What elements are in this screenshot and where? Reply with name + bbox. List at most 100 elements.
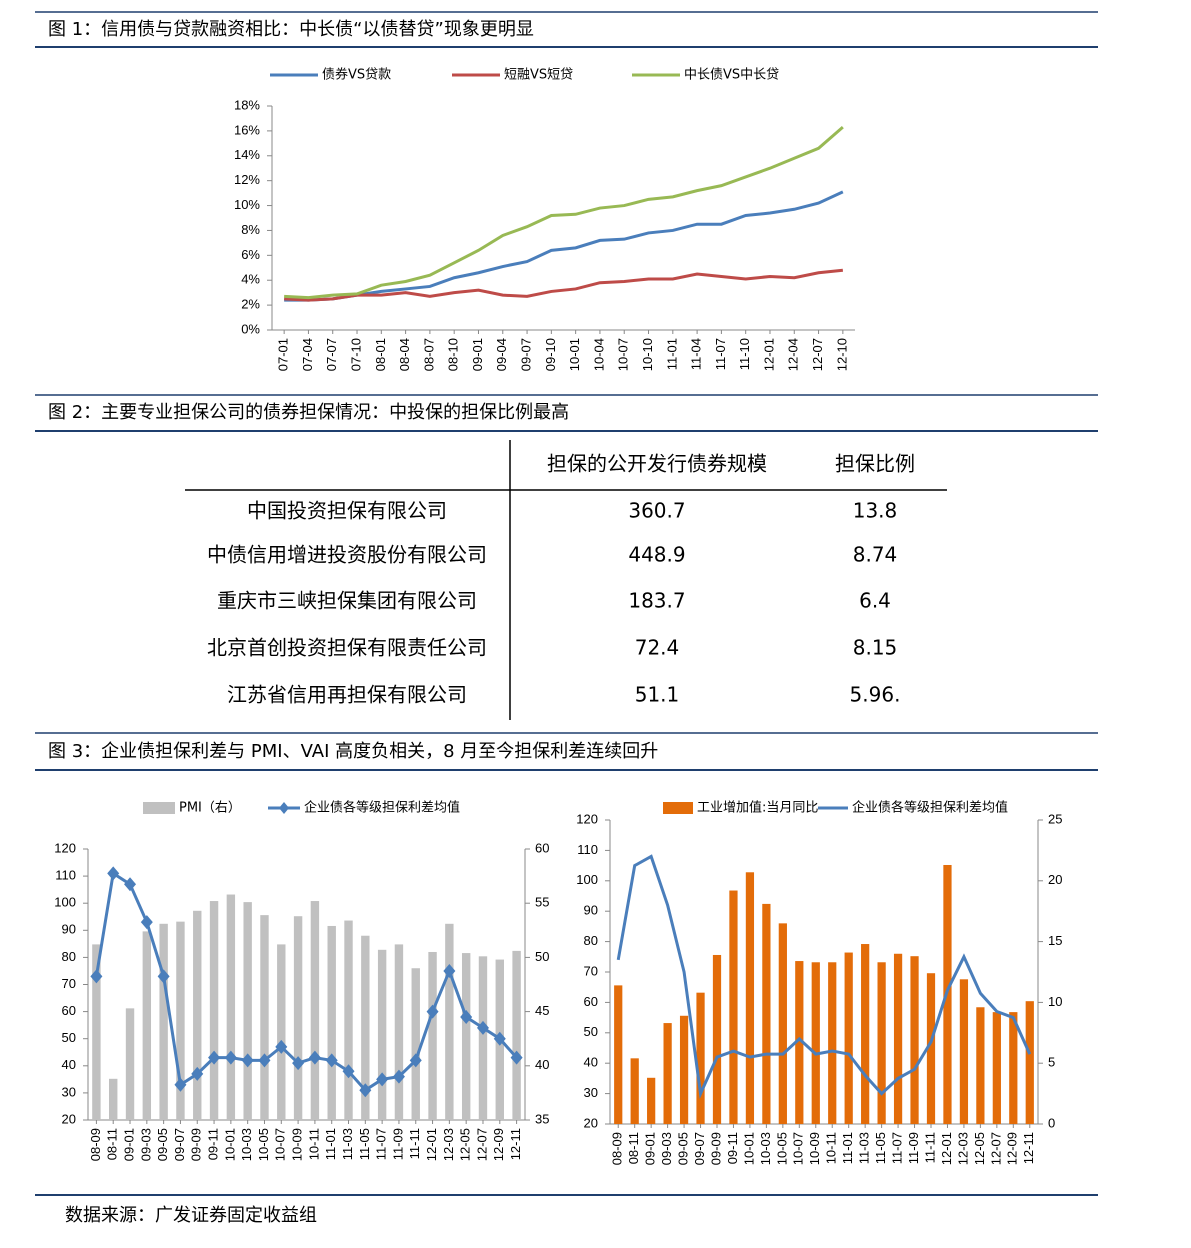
table-header: 担保的公开发行债券规模 [547,452,767,476]
legend-marker [279,802,289,814]
x-tick-label: 11-09 [390,1128,405,1160]
y2-tick-label: 35 [535,1111,549,1126]
x-tick-label: 08-09 [88,1128,103,1161]
x-tick-label: 11-03 [857,1132,872,1164]
table-cell: 72.4 [635,636,680,660]
marker [191,1066,204,1081]
y-tick-label: 60 [62,1003,76,1018]
marker [174,1077,187,1092]
bar [512,950,521,1120]
marker [426,1004,439,1019]
x-tick-label: 11-11 [407,1128,422,1159]
table-cell: 江苏省信用再担保有限公司 [227,683,467,707]
y-tick-label: 120 [576,811,598,826]
x-tick-label: 09-01 [121,1128,136,1161]
table-cell: 中国投资担保有限公司 [247,499,447,523]
x-tick-label: 09-03 [659,1132,674,1165]
bar [260,915,269,1120]
y-tick-label: 60 [584,994,598,1009]
x-tick-label: 09-07 [519,338,534,371]
x-tick-label: 09-05 [155,1128,170,1161]
bar [811,962,820,1124]
bar [344,920,353,1120]
x-tick-label: 10-01 [567,338,582,371]
y-tick-label: 70 [584,963,598,978]
bar [861,944,870,1124]
x-tick-label: 12-04 [786,338,801,371]
table-cell: 51.1 [635,683,680,707]
bar [478,956,488,1120]
table-cell: 重庆市三峡担保集团有限公司 [217,589,477,613]
x-tick-label: 09-10 [543,338,558,371]
x-tick-label: 09-05 [676,1132,691,1165]
x-tick-label: 12-07 [988,1132,1003,1165]
bar [976,1007,985,1124]
bar [663,1023,672,1124]
marker [258,1053,271,1068]
y-tick-label: 110 [55,868,76,883]
x-tick-label: 07-07 [324,338,339,371]
legend-label: 债券VS贷款 [322,67,391,83]
x-tick-label: 12-09 [1005,1132,1020,1165]
bar [109,1078,118,1120]
bar [277,944,286,1120]
x-tick-label: 09-11 [725,1132,740,1164]
bar [1025,1001,1034,1124]
x-tick-label: 08-09 [610,1132,625,1165]
bar [762,903,771,1124]
marker [90,969,103,984]
bar [893,953,903,1124]
y-tick-label: 20 [584,1115,598,1130]
x-tick-label: 11-01 [323,1128,338,1160]
x-tick-label: 12-03 [441,1128,456,1161]
y2-tick-label: 40 [535,1057,549,1072]
bar [614,985,623,1124]
x-tick-label: 12-11 [1021,1132,1036,1164]
x-tick-label: 11-09 [906,1132,921,1164]
x-tick-label: 10-07 [791,1132,806,1165]
y2-tick-label: 60 [535,840,549,855]
x-tick-label: 12-07 [474,1128,489,1161]
y2-tick-label: 55 [535,895,549,910]
y2-tick-label: 25 [1048,811,1062,826]
x-tick-label: 09-09 [189,1128,204,1161]
y2-tick-label: 50 [535,949,549,964]
table-cell: 6.4 [859,589,891,613]
y-tick-label: 20 [62,1111,76,1126]
bar [828,962,837,1124]
x-tick-label: 09-11 [205,1128,220,1160]
y-tick-label: 40 [584,1055,598,1070]
y-tick-label: 30 [584,1085,598,1100]
x-tick-label: 09-03 [138,1128,153,1161]
y-tick-label: 80 [62,949,76,964]
x-tick-label: 11-03 [340,1128,355,1160]
table-cell: 183.7 [628,589,685,613]
table-cell: 13.8 [853,499,898,523]
bar [778,923,787,1124]
x-tick-label: 09-07 [692,1132,707,1165]
y-tick-label: 30 [62,1084,76,1099]
y-tick-label: 70 [62,976,76,991]
bar [411,968,420,1120]
table-cell: 5.96. [850,683,901,707]
x-tick-label: 12-03 [955,1132,970,1165]
bar [176,921,185,1120]
bar [159,923,168,1120]
x-tick-label: 12-05 [458,1128,473,1161]
x-tick-label: 12-01 [939,1132,954,1165]
marker [124,877,137,892]
table-cell: 8.74 [853,543,898,567]
x-tick-label: 10-03 [239,1128,254,1161]
line [284,126,844,300]
caption: 图 1：信用债与贷款融资相比：中长债“以债替贷”现象更明显 [48,19,534,40]
x-tick-label: 10-11 [306,1128,321,1160]
legend-swatch [143,802,175,814]
y-tick-label: 40 [62,1057,76,1072]
legend-label: 企业债各等级担保利差均值 [852,800,1008,816]
x-tick-label: 11-07 [374,1128,389,1160]
y-tick-label: 18% [234,97,260,112]
caption: 图 3：企业债担保利差与 PMI、VAI 高度负相关，8 月至今担保利差连续回升 [48,741,658,762]
bar [461,953,471,1120]
bar [992,1012,1001,1124]
